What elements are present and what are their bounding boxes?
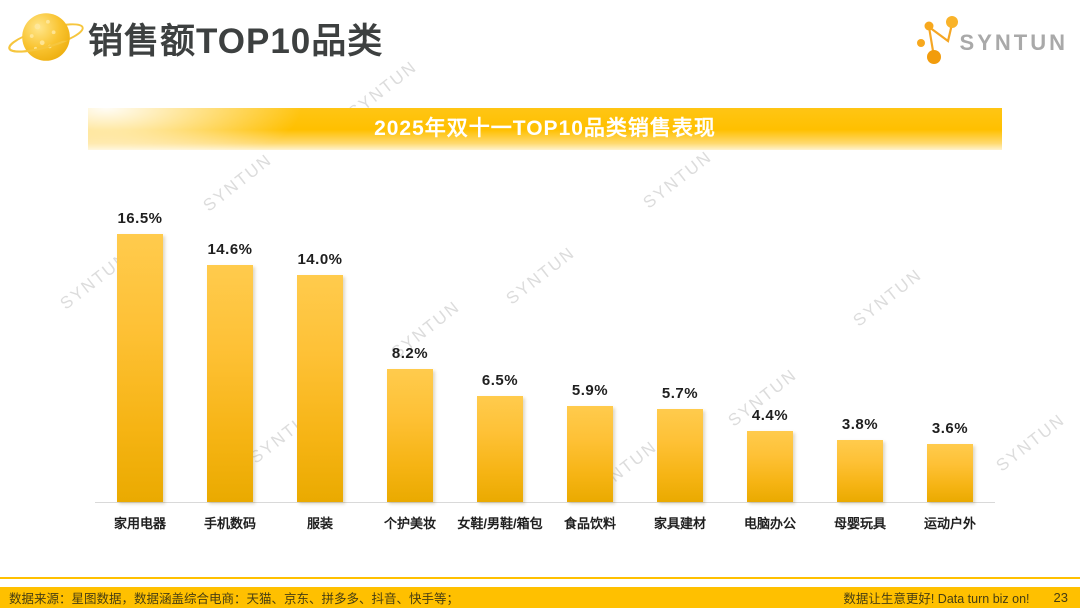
bar-column: 6.5%: [455, 372, 545, 502]
bar-column: 8.2%: [365, 345, 455, 502]
planet-icon: [8, 13, 84, 61]
bar-value-label: 16.5%: [117, 210, 163, 227]
bar: [837, 440, 883, 502]
category-label: 手机数码: [203, 516, 256, 531]
footer-source: 数据来源：星图数据，数据涵盖综合电商：天猫、京东、拼多多、抖音、快手等；: [9, 592, 460, 606]
bar-column: 14.6%: [185, 241, 275, 502]
category-label: 食品饮料: [563, 516, 616, 531]
footer-slogan: 数据让生意更好! Data turn biz on!: [843, 592, 1030, 606]
bar-value-label: 3.8%: [841, 416, 879, 433]
bar-column: 16.5%: [95, 210, 185, 502]
bar-chart-categories: 家用电器 手机数码 服装 个护美妆 女鞋/男鞋/箱包 食品饮料 家具建材 电脑办公 母婴玩具 运动…: [95, 503, 995, 532]
page-title: 销售额TOP10品类: [88, 22, 384, 61]
bar: [747, 431, 793, 502]
brand-logo: SYNTUN: [898, 10, 1068, 66]
chart-title-banner: 2025年双十一TOP10品类销售表现: [88, 108, 1002, 150]
bar: [657, 409, 703, 502]
bar-column: 4.4%: [725, 407, 815, 502]
bar: [387, 369, 433, 502]
category-label: 运动户外: [923, 516, 976, 531]
category-label: 家具建材: [653, 516, 706, 531]
bar-column: 5.7%: [635, 385, 725, 502]
bar-chart-bars: 16.5% 14.6% 14.0% 8.2% 6.5% 5.9% 5.7% 4.4% 3.8% 3…: [95, 205, 995, 503]
bar: [207, 265, 253, 502]
header: 销售额TOP10品类 SYNTUN: [0, 0, 1080, 75]
bar: [927, 444, 973, 502]
category-label: 服装: [306, 516, 333, 531]
category-label: 家用电器: [113, 516, 166, 531]
bar: [567, 406, 613, 502]
category-label: 个护美妆: [383, 516, 436, 531]
bar-column: 3.6%: [905, 420, 995, 502]
bar: [117, 234, 163, 502]
brand-name: SYNTUN: [959, 30, 1068, 55]
bar-value-label: 5.7%: [661, 385, 699, 402]
bar-value-label: 14.6%: [207, 241, 253, 258]
bar-value-label: 6.5%: [481, 372, 519, 389]
bar-value-label: 8.2%: [391, 345, 429, 362]
category-label: 女鞋/男鞋/箱包: [457, 516, 543, 531]
footer: 数据来源：星图数据，数据涵盖综合电商：天猫、京东、拼多多、抖音、快手等； 数据让…: [0, 587, 1080, 608]
category-label: 电脑办公: [743, 516, 796, 531]
bar: [297, 275, 343, 502]
bar-column: 3.8%: [815, 416, 905, 502]
category-label: 母婴玩具: [833, 516, 886, 531]
footer-accent-line: [0, 577, 1080, 579]
page-number: 23: [1053, 590, 1068, 605]
chart-title: 2025年双十一TOP10品类销售表现: [374, 117, 716, 140]
syntun-watermark: SYNTUN: [639, 146, 716, 213]
bar-value-label: 4.4%: [751, 407, 789, 424]
syntun-watermark: SYNTUN: [992, 409, 1069, 476]
bar: [477, 396, 523, 502]
footer-right: 数据让生意更好! Data turn biz on! 23: [843, 588, 1068, 607]
bar-column: 5.9%: [545, 382, 635, 502]
bar-chart: 16.5% 14.6% 14.0% 8.2% 6.5% 5.9% 5.7% 4.4% 3.8% 3…: [95, 205, 995, 532]
bar-value-label: 5.9%: [571, 382, 609, 399]
syntun-logo-icon: [916, 16, 958, 64]
bar-value-label: 3.6%: [931, 420, 969, 437]
bar-column: 14.0%: [275, 251, 365, 502]
bar-value-label: 14.0%: [297, 251, 343, 268]
